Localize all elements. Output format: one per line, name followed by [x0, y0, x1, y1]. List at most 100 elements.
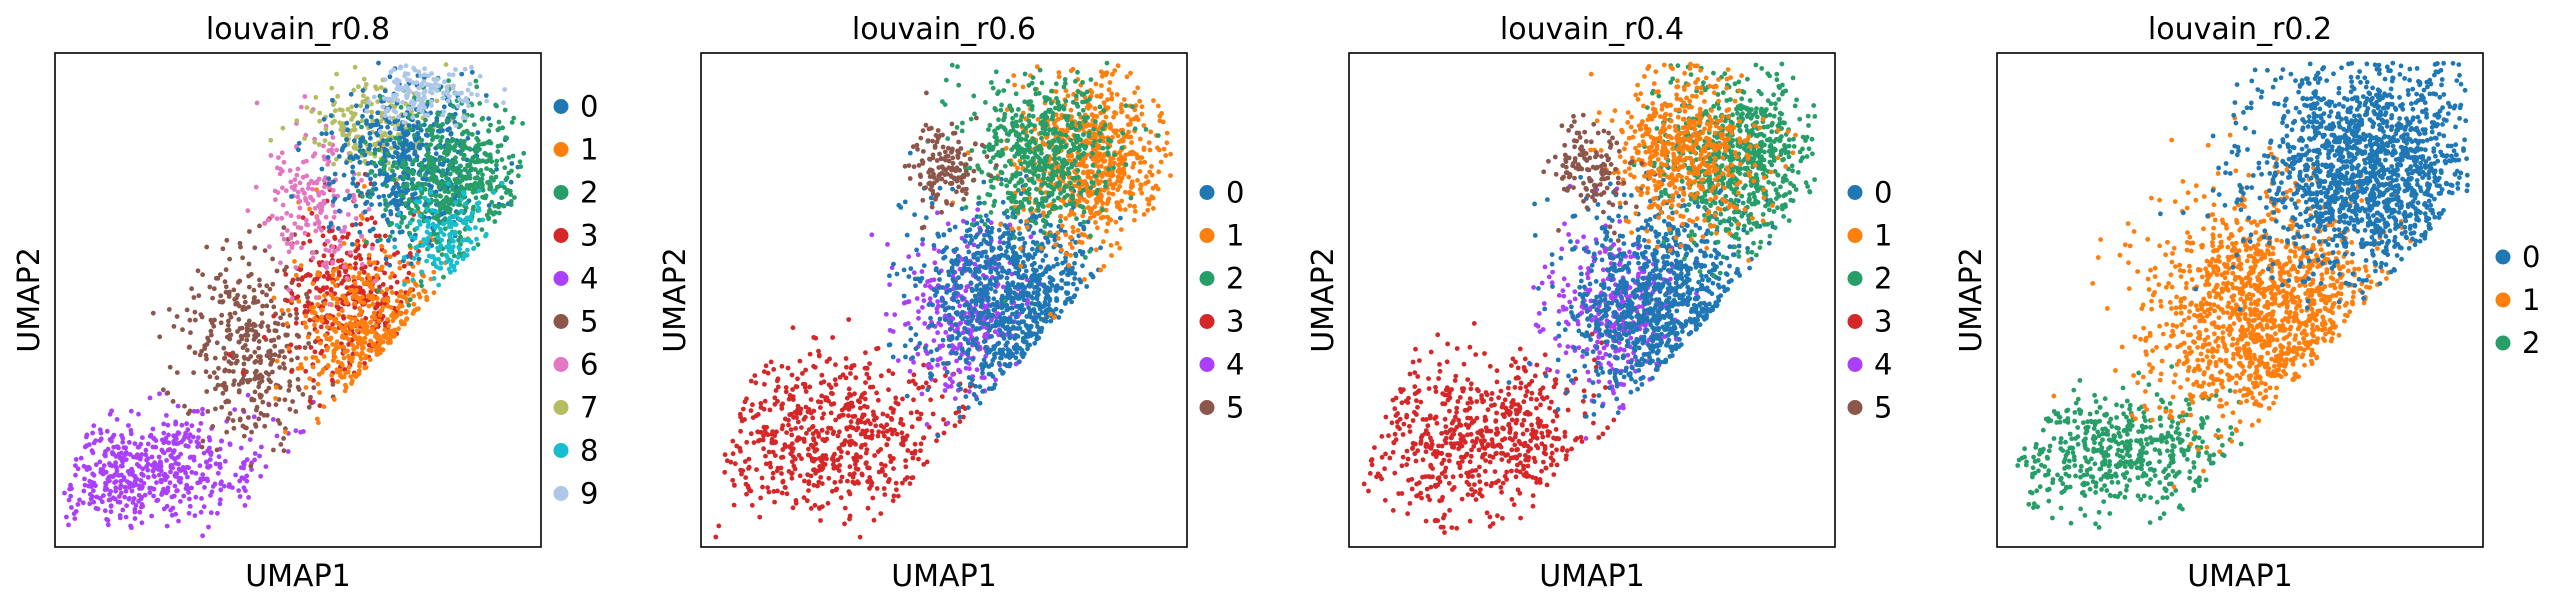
cluster-2-point	[488, 175, 494, 181]
cluster-3-point	[772, 395, 778, 401]
cluster-3-point	[829, 488, 835, 494]
cluster-3-point	[892, 427, 897, 433]
cluster-4-point	[136, 498, 142, 504]
cluster-3-point	[806, 479, 812, 485]
cluster-3-point	[307, 289, 312, 294]
cluster-0-point	[1010, 319, 1016, 325]
cluster-0-point	[901, 267, 907, 273]
cluster-3-point	[808, 506, 814, 511]
cluster-8-point	[396, 211, 402, 216]
cluster-4-point	[200, 411, 205, 417]
cluster-4-point	[103, 481, 109, 486]
cluster-2-point	[462, 166, 468, 172]
cluster-6-point	[366, 206, 372, 212]
cluster-3-point	[847, 513, 853, 519]
cluster-0-point	[388, 209, 393, 214]
cluster-4-point	[102, 452, 108, 457]
cluster-0-point	[403, 138, 408, 144]
cluster-1-point	[322, 293, 327, 298]
cluster-3-point	[743, 475, 749, 480]
cluster-9-point	[403, 111, 408, 117]
cluster-5-point	[257, 277, 262, 283]
cluster-3-point	[852, 413, 858, 419]
cluster-5-point	[236, 389, 242, 395]
cluster-4-point	[218, 487, 224, 493]
cluster-0-point	[425, 133, 430, 138]
cluster-1-point	[315, 358, 321, 364]
cluster-4-point	[115, 444, 121, 450]
cluster-7-point	[352, 111, 358, 117]
cluster-3-point	[783, 385, 789, 390]
cluster-2-point	[372, 150, 378, 156]
cluster-4-point	[91, 423, 97, 429]
cluster-3-point	[779, 490, 785, 496]
cluster-5-point	[230, 418, 236, 423]
cluster-2-point	[511, 115, 517, 121]
cluster-3-point	[763, 363, 769, 369]
cluster-4-point	[166, 432, 171, 438]
cluster-3-point	[732, 461, 738, 467]
cluster-5-point	[248, 463, 254, 469]
cluster-8-point	[412, 209, 418, 215]
cluster-3-point	[358, 256, 364, 262]
cluster-3-point	[779, 471, 784, 476]
cluster-5-point	[266, 385, 272, 391]
cluster-1-point	[319, 314, 324, 320]
cluster-2-point	[496, 119, 502, 125]
cluster-0-point	[350, 164, 356, 170]
cluster-3-point	[300, 275, 305, 281]
cluster-3-point	[844, 364, 849, 370]
cluster-7-point	[312, 139, 318, 145]
cluster-1-point	[329, 373, 335, 378]
cluster-2-point	[376, 288, 381, 293]
cluster-4-point	[128, 431, 134, 437]
cluster-1-point	[354, 328, 360, 333]
cluster-3-point	[317, 403, 323, 409]
cluster-0-point	[355, 120, 361, 126]
cluster-3-point	[763, 453, 768, 459]
legend-label-2: 2	[580, 176, 598, 210]
cluster-4-point	[112, 472, 118, 478]
cluster-4-point	[152, 465, 158, 471]
cluster-8-point	[417, 199, 422, 205]
cluster-5-point	[228, 332, 234, 338]
cluster-7-point	[317, 110, 323, 116]
cluster-6-point	[297, 198, 303, 204]
cluster-3-point	[848, 371, 853, 376]
legend-label-5: 5	[580, 305, 598, 339]
cluster-1-point	[390, 318, 396, 324]
cluster-9-point	[453, 123, 459, 128]
cluster-2-point	[406, 205, 412, 211]
cluster-5-point	[184, 307, 190, 313]
cluster-0-point	[336, 154, 342, 159]
cluster-4-point	[149, 454, 155, 460]
cluster-4-point	[168, 469, 173, 475]
cluster-3-point	[766, 449, 772, 455]
cluster-3-point	[858, 405, 863, 411]
cluster-4-point	[114, 417, 120, 422]
cluster-3-point	[858, 419, 864, 425]
cluster-3-point	[751, 440, 757, 445]
cluster-3-point	[296, 282, 302, 288]
cluster-4-point	[105, 522, 111, 528]
cluster-0-point	[1023, 268, 1029, 274]
cluster-2-point	[488, 122, 493, 128]
cluster-3-point	[762, 381, 767, 387]
cluster-3-point	[874, 390, 879, 396]
cluster-3-point	[780, 447, 786, 452]
cluster-4-point	[188, 454, 194, 460]
cluster-8-point	[473, 225, 478, 231]
legend-marker-3	[553, 228, 569, 243]
cluster-5-point	[275, 321, 281, 327]
cluster-1-point	[372, 315, 378, 321]
cluster-3-point	[865, 479, 870, 484]
cluster-0-point	[966, 347, 972, 353]
cluster-2-point	[482, 151, 488, 156]
cluster-3-point	[881, 486, 887, 491]
cluster-4-point	[105, 518, 111, 523]
cluster-4-point	[229, 485, 235, 490]
cluster-3-point	[788, 427, 794, 432]
cluster-2-point	[428, 142, 433, 148]
cluster-1-point	[370, 286, 376, 292]
cluster-5-point	[211, 370, 217, 375]
